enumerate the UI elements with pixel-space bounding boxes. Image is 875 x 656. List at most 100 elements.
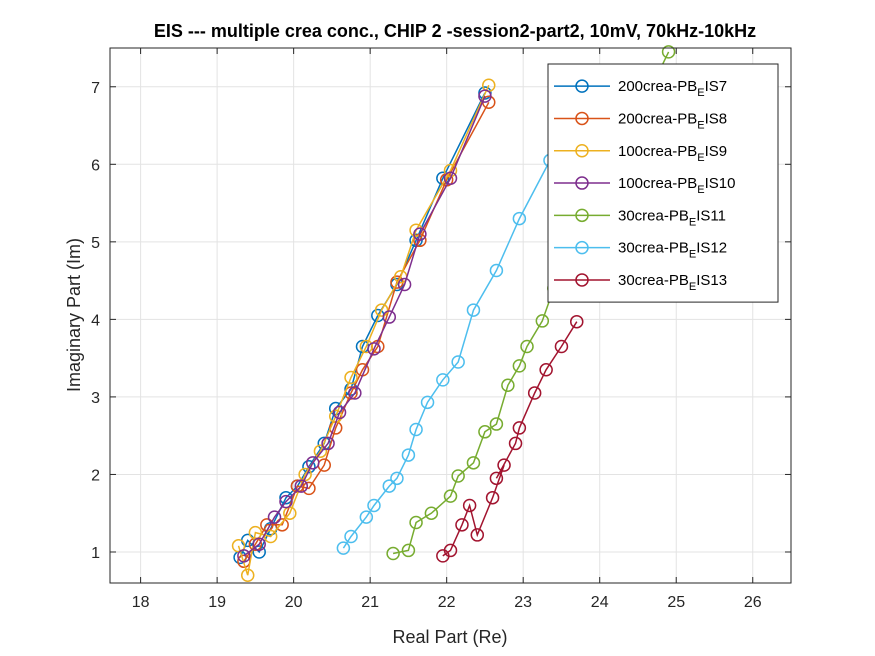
x-tick-label: 22 xyxy=(438,594,456,611)
data-point xyxy=(478,89,492,103)
data-point xyxy=(359,510,374,524)
data-point xyxy=(512,421,527,435)
data-point xyxy=(478,86,492,100)
data-point xyxy=(455,518,469,532)
data-point xyxy=(512,359,527,373)
data-point xyxy=(554,339,569,354)
y-tick-label: 5 xyxy=(91,235,100,252)
data-point xyxy=(332,405,347,420)
data-point xyxy=(294,479,309,493)
legend-item: 200crea-PBEIS8 xyxy=(554,110,727,131)
data-point xyxy=(386,546,400,561)
data-point xyxy=(413,227,427,241)
data-point xyxy=(367,342,381,356)
data-point xyxy=(302,459,316,474)
data-point xyxy=(359,339,374,354)
data-point xyxy=(336,541,351,555)
data-point xyxy=(489,417,504,431)
legend-marker xyxy=(575,79,589,93)
data-point xyxy=(321,436,335,451)
legend-label: 100crea-PBEIS9 xyxy=(618,143,727,164)
data-point xyxy=(348,386,362,400)
data-point xyxy=(252,537,266,551)
data-point xyxy=(424,506,439,520)
legend-label: 30crea-PBEIS12 xyxy=(618,240,727,261)
legend-label: 200crea-PBEIS7 xyxy=(618,78,727,99)
legend-label: 200crea-PBEIS8 xyxy=(618,110,727,131)
data-point xyxy=(279,490,293,505)
x-tick-label: 21 xyxy=(361,594,379,611)
data-point xyxy=(527,386,542,400)
data-point xyxy=(470,528,485,542)
data-point xyxy=(485,490,500,505)
data-point xyxy=(409,515,423,530)
chart-title: EIS --- multiple crea conc., CHIP 2 -ses… xyxy=(154,21,756,41)
data-point xyxy=(443,171,458,186)
data-point xyxy=(535,314,550,328)
data-point xyxy=(283,506,297,520)
data-point xyxy=(501,378,515,393)
data-point xyxy=(436,373,450,387)
series-4 xyxy=(237,89,492,563)
data-point xyxy=(409,422,423,437)
data-point xyxy=(420,395,435,410)
data-point xyxy=(520,339,534,354)
data-point xyxy=(401,543,416,558)
legend-marker xyxy=(575,273,589,287)
data-point xyxy=(382,310,397,324)
series-line xyxy=(342,160,551,549)
x-tick-label: 19 xyxy=(208,594,226,611)
legend-label: 100crea-PBEIS10 xyxy=(618,175,735,196)
data-point xyxy=(508,436,523,451)
legend-item: 30crea-PBEIS12 xyxy=(554,240,727,261)
data-point xyxy=(570,314,584,329)
data-point xyxy=(539,363,553,377)
legend-marker xyxy=(575,144,589,158)
data-point xyxy=(237,549,251,563)
data-point xyxy=(252,545,266,559)
x-tick-label: 20 xyxy=(285,594,303,611)
y-tick-label: 3 xyxy=(91,390,100,407)
x-axis-label: Real Part (Re) xyxy=(392,627,507,647)
data-point xyxy=(313,444,328,458)
legend-marker xyxy=(575,208,589,223)
data-point xyxy=(306,456,320,470)
data-point xyxy=(397,277,412,292)
data-point xyxy=(240,568,255,582)
data-point xyxy=(367,498,381,513)
x-tick-label: 26 xyxy=(744,594,762,611)
legend-item: 200crea-PBEIS7 xyxy=(554,78,727,99)
data-point xyxy=(661,45,676,59)
data-point xyxy=(401,448,416,462)
data-point xyxy=(451,355,465,369)
legend-label: 30crea-PBEIS11 xyxy=(618,207,726,228)
legend-item: 100crea-PBEIS9 xyxy=(554,143,727,164)
data-point xyxy=(344,370,358,385)
legend-item: 30crea-PBEIS11 xyxy=(554,207,726,228)
axes-box xyxy=(109,47,792,584)
y-tick-label: 6 xyxy=(91,157,100,174)
data-point xyxy=(489,471,504,486)
data-point xyxy=(298,467,312,482)
data-point xyxy=(374,303,389,317)
y-tick-label: 4 xyxy=(91,312,100,329)
data-point xyxy=(451,469,465,483)
y-axis-label: Imaginary Part (Im) xyxy=(64,238,84,392)
legend: 200crea-PBEIS7 200crea-PBEIS8 100crea-PBEI… xyxy=(547,63,779,303)
data-point xyxy=(267,510,282,524)
data-point xyxy=(382,479,397,493)
x-tick-label: 24 xyxy=(591,594,609,611)
y-tick-label: 1 xyxy=(91,545,100,562)
data-point xyxy=(248,525,263,540)
data-point xyxy=(275,518,289,532)
y-tick-label: 2 xyxy=(91,467,100,484)
legend-marker xyxy=(575,240,589,255)
legend-marker xyxy=(575,176,589,190)
data-point xyxy=(462,498,477,513)
legend-item: 100crea-PBEIS10 xyxy=(554,175,735,196)
x-tick-label: 23 xyxy=(514,594,532,611)
series-line xyxy=(243,101,490,562)
data-point xyxy=(466,303,481,317)
